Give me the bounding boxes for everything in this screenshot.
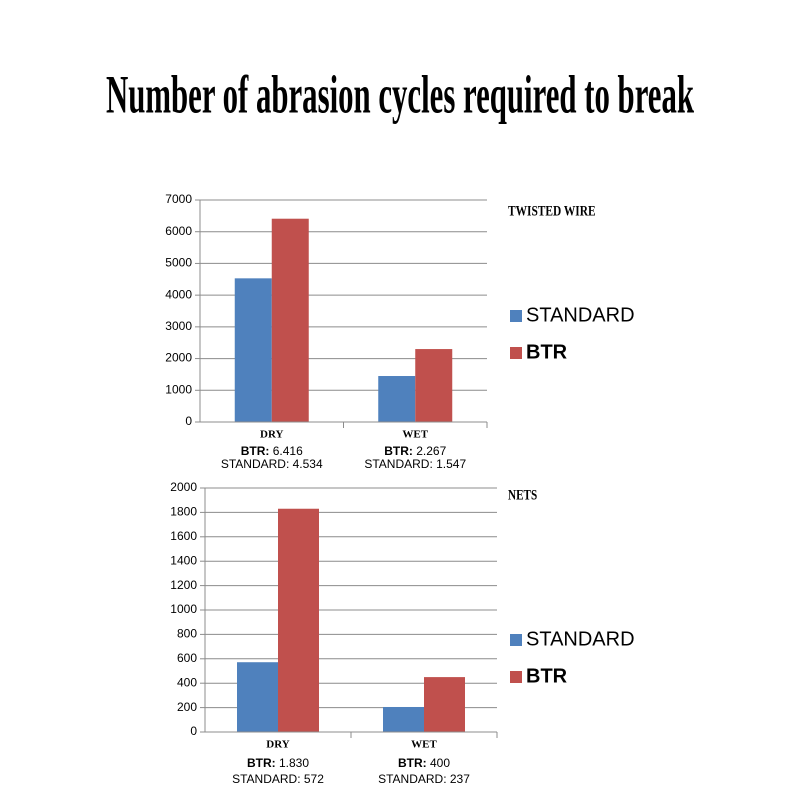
annotation-value: 400 (430, 756, 450, 770)
y-tick-label: 4000 (165, 287, 192, 301)
y-tick-label: 200 (177, 700, 197, 714)
y-tick-label: 2000 (170, 480, 197, 494)
legend-swatch (510, 671, 522, 683)
annotation: BTR: 1.830 (247, 756, 309, 770)
annotation: STANDARD: 572 (232, 772, 324, 786)
y-tick-label: 3000 (165, 319, 192, 333)
y-tick-label: 2000 (165, 351, 192, 365)
bar (271, 218, 309, 422)
legend-label: BTR (526, 665, 568, 687)
bar (378, 376, 416, 422)
legend-label: BTR (526, 341, 568, 363)
y-tick-label: 800 (177, 627, 197, 641)
y-tick-label: 6000 (165, 224, 192, 238)
annotation-value: 6.416 (273, 444, 303, 458)
y-tick-label: 0 (190, 724, 197, 738)
legend-label: STANDARD (526, 304, 635, 326)
annotation-label: BTR: (247, 756, 276, 770)
y-tick-label: 600 (177, 651, 197, 665)
y-tick-label: 1400 (170, 553, 197, 567)
legend-swatch (510, 310, 522, 322)
y-tick-label: 7000 (165, 192, 192, 206)
bar (383, 706, 424, 732)
bar (415, 349, 453, 422)
y-tick-label: 400 (177, 675, 197, 689)
y-tick-label: 1600 (170, 529, 197, 543)
legend-swatch (510, 347, 522, 359)
legend-swatch (510, 634, 522, 646)
x-tick-label: DRY (260, 429, 284, 441)
y-tick-label: 0 (185, 414, 192, 428)
y-tick-label: 1000 (170, 602, 197, 616)
x-tick-label: WET (402, 429, 428, 441)
annotation-label: BTR: (398, 756, 427, 770)
main-title: Number of abrasion cycles required to br… (106, 64, 694, 124)
annotation: BTR: 400 (398, 756, 450, 770)
annotation-value: 2.267 (416, 444, 446, 458)
bar (234, 278, 272, 422)
y-tick-label: 1200 (170, 578, 197, 592)
annotation-label: BTR: (241, 444, 270, 458)
annotation-value: 1.830 (279, 756, 309, 770)
legend-label: STANDARD (526, 628, 635, 650)
x-tick-label: DRY (266, 739, 290, 751)
y-tick-label: 1000 (165, 382, 192, 396)
annotation-label: BTR: (384, 444, 413, 458)
annotation: BTR: 6.416 (241, 444, 303, 458)
chart-title: NETS (508, 487, 537, 503)
annotation: STANDARD: 1.547 (364, 457, 466, 471)
bar (237, 662, 278, 732)
annotation: STANDARD: 4.534 (221, 457, 323, 471)
chart-title: TWISTED WIRE (508, 203, 596, 219)
annotation: BTR: 2.267 (384, 444, 446, 458)
bar (424, 677, 465, 732)
x-tick-label: WET (411, 739, 437, 751)
annotation: STANDARD: 237 (378, 772, 470, 786)
y-tick-label: 1800 (170, 505, 197, 519)
bar (278, 508, 319, 732)
y-tick-label: 5000 (165, 256, 192, 270)
